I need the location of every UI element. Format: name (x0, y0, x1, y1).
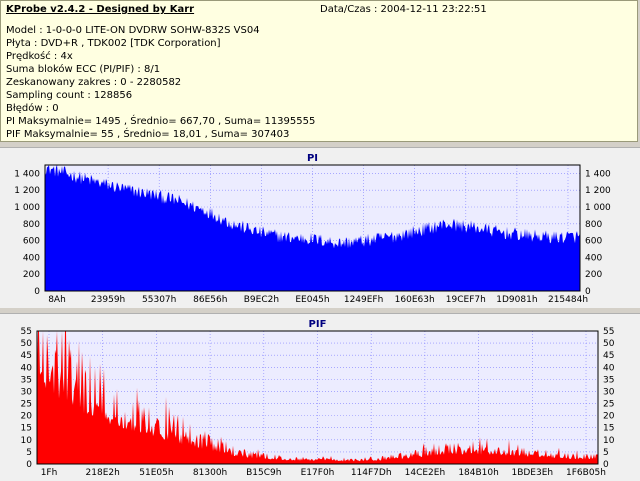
y-tick-label-right: 5 (603, 448, 609, 458)
y-tick-label-right: 1 000 (585, 203, 611, 213)
y-tick-label-right: 400 (585, 253, 602, 263)
chart-title: PIF (309, 319, 327, 330)
x-tick-label: 8Ah (48, 295, 66, 305)
info-line-ecc: Suma bloków ECC (PI/PIF) : 8/1 (6, 64, 161, 75)
y-tick-label-left: 20 (21, 412, 33, 422)
info-panel: KProbe v2.4.2 - Designed by Karr Data/Cz… (0, 0, 638, 142)
y-tick-label-right: 55 (603, 327, 614, 337)
y-tick-label-left: 10 (21, 436, 33, 446)
info-line-errors: Błędów : 0 (6, 103, 59, 114)
y-tick-label-right: 600 (585, 237, 602, 247)
y-tick-label-left: 50 (21, 339, 33, 349)
y-tick-label-right: 40 (603, 363, 615, 373)
x-tick-label: B9EC2h (244, 295, 279, 305)
y-tick-label-left: 40 (21, 363, 33, 373)
x-tick-label: 23959h (91, 295, 125, 305)
x-tick-label: 114F7Dh (351, 468, 392, 478)
y-tick-label-left: 25 (21, 400, 32, 410)
app-title: KProbe v2.4.2 - Designed by Karr (6, 4, 195, 15)
info-line-range: Zeskanowany zakres : 0 - 2280582 (6, 77, 182, 88)
x-tick-label: 86E56h (193, 295, 227, 305)
y-tick-label-right: 15 (603, 424, 614, 434)
x-tick-label: 81300h (193, 468, 227, 478)
x-tick-label: 1249EFh (344, 295, 383, 305)
x-tick-label: 55307h (142, 295, 176, 305)
y-tick-label-left: 600 (23, 237, 40, 247)
y-tick-label-right: 20 (603, 412, 615, 422)
x-tick-label: 14CE2Eh (405, 468, 446, 478)
y-tick-label-right: 50 (603, 339, 615, 349)
x-tick-label: 184B10h (458, 468, 499, 478)
y-tick-label-left: 200 (23, 270, 40, 280)
y-tick-label-left: 30 (21, 387, 33, 397)
y-tick-label-left: 800 (23, 220, 40, 230)
pif-chart-panel: PIF 0 0 5 5 10 10 15 15 20 20 25 25 30 30 35 35 40 40 45 45 5… (0, 313, 640, 481)
y-tick-label-left: 35 (21, 375, 32, 385)
pi-chart-panel: PI 0 0 200 200 400 400 600 600 800 800 1 000 1 000 1 … (0, 147, 640, 308)
x-tick-label: B15C9h (246, 468, 281, 478)
pi-chart: PI 0 0 200 200 400 400 600 600 800 800 1 000 1 000 1 … (14, 153, 611, 305)
y-tick-label-right: 35 (603, 375, 614, 385)
y-tick-label-left: 0 (34, 287, 40, 297)
plot-frame (44, 164, 581, 292)
x-tick-label: EE045h (295, 295, 329, 305)
x-tick-label: 218E2h (86, 468, 120, 478)
plot-frame (36, 330, 599, 465)
y-tick-label-left: 1 000 (14, 203, 40, 213)
datetime: Data/Czas : 2004-12-11 23:22:51 (320, 4, 487, 15)
x-tick-label: 1F6B05h (566, 468, 606, 478)
chart-title: PI (307, 153, 318, 164)
y-tick-label-left: 55 (21, 327, 32, 337)
y-tick-label-left: 45 (21, 351, 32, 361)
y-tick-label-left: 1 400 (14, 169, 40, 179)
x-tick-label: 160E63h (395, 295, 435, 305)
y-tick-label-left: 0 (26, 460, 32, 470)
y-tick-label-right: 0 (603, 460, 609, 470)
x-tick-label: 19CEF7h (446, 295, 486, 305)
y-tick-label-left: 15 (21, 424, 32, 434)
x-tick-label: 215484h (548, 295, 588, 305)
y-tick-label-right: 1 400 (585, 169, 611, 179)
info-line-pif-stats: PIF Maksymalnie= 55 , Średnio= 18,01 , S… (6, 129, 290, 140)
x-tick-label: E17F0h (301, 468, 335, 478)
x-tick-label: 1Fh (41, 468, 58, 478)
y-tick-label-right: 200 (585, 270, 602, 280)
info-line-speed: Prędkość : 4x (6, 51, 73, 62)
y-tick-label-right: 0 (585, 287, 591, 297)
info-line-disc: Płyta : DVD+R , TDK002 [TDK Corporation] (6, 38, 221, 49)
x-tick-label: 51E05h (139, 468, 173, 478)
info-line-sampling: Sampling count : 128856 (6, 90, 133, 101)
y-tick-label-left: 400 (23, 253, 40, 263)
x-tick-label: 1D9081h (496, 295, 537, 305)
y-tick-label-right: 25 (603, 400, 614, 410)
y-tick-label-right: 800 (585, 220, 602, 230)
y-tick-label-right: 10 (603, 436, 615, 446)
info-line-pi-stats: PI Maksymalnie= 1495 , Średnio= 667,70 ,… (6, 116, 316, 127)
series-area (45, 165, 580, 291)
y-tick-label-right: 45 (603, 351, 614, 361)
x-tick-label: 1BDE3Eh (511, 468, 553, 478)
series-area (37, 331, 598, 464)
y-tick-label-right: 1 200 (585, 186, 611, 196)
y-tick-label-left: 1 200 (14, 186, 40, 196)
y-tick-label-left: 5 (26, 448, 32, 458)
y-tick-label-right: 30 (603, 387, 615, 397)
info-line-model: Model : 1-0-0-0 LITE-ON DVDRW SOHW-832S … (6, 25, 260, 36)
